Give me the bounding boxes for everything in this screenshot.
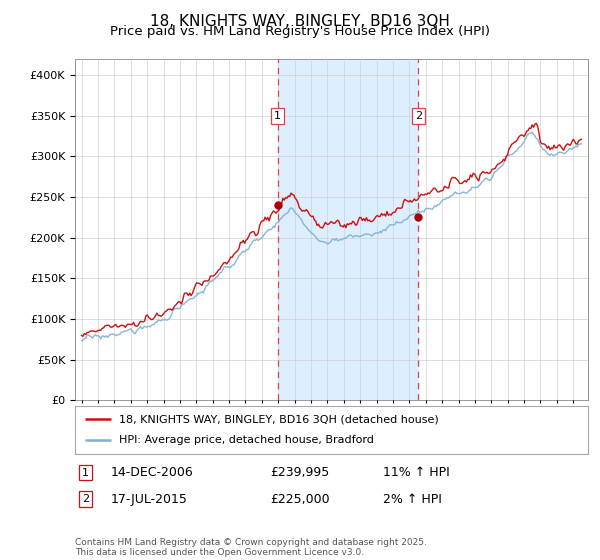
Text: Contains HM Land Registry data © Crown copyright and database right 2025.
This d: Contains HM Land Registry data © Crown c…: [75, 538, 427, 557]
Text: 14-DEC-2006: 14-DEC-2006: [111, 466, 194, 479]
Text: 2: 2: [415, 111, 422, 121]
Text: 17-JUL-2015: 17-JUL-2015: [111, 493, 188, 506]
Text: HPI: Average price, detached house, Bradford: HPI: Average price, detached house, Brad…: [119, 435, 373, 445]
Text: 1: 1: [274, 111, 281, 121]
Text: 11% ↑ HPI: 11% ↑ HPI: [383, 466, 449, 479]
Text: Price paid vs. HM Land Registry's House Price Index (HPI): Price paid vs. HM Land Registry's House …: [110, 25, 490, 38]
Text: £225,000: £225,000: [270, 493, 329, 506]
Text: 2: 2: [82, 494, 89, 504]
Text: 18, KNIGHTS WAY, BINGLEY, BD16 3QH (detached house): 18, KNIGHTS WAY, BINGLEY, BD16 3QH (deta…: [119, 414, 439, 424]
Text: 18, KNIGHTS WAY, BINGLEY, BD16 3QH: 18, KNIGHTS WAY, BINGLEY, BD16 3QH: [150, 14, 450, 29]
Text: 1: 1: [82, 468, 89, 478]
Text: £239,995: £239,995: [270, 466, 329, 479]
Bar: [278, 59, 418, 400]
Text: 2% ↑ HPI: 2% ↑ HPI: [383, 493, 442, 506]
